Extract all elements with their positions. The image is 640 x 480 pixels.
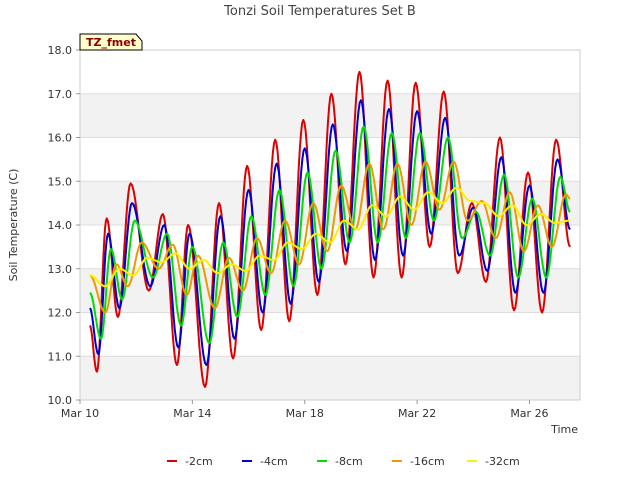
plot-band — [80, 50, 580, 94]
plot-band — [80, 356, 580, 400]
legend: -2cm -4cm -8cm -16cm -32cm — [167, 455, 520, 468]
x-tick-label: Mar 18 — [286, 407, 324, 420]
tz-annotation-box — [79, 33, 143, 51]
plot-band — [80, 268, 580, 313]
y-tick-label: 15.0 — [48, 175, 73, 188]
tz-annotation: TZ_fmet — [79, 33, 143, 51]
y-tick-label: 18.0 — [48, 44, 73, 57]
legend-label: -4cm — [260, 455, 288, 468]
series-line-2cm — [89, 70, 572, 388]
y-tick-label: 10.0 — [48, 394, 73, 407]
y-tick-label: 16.0 — [48, 132, 73, 145]
y-tick-label: 11.0 — [48, 350, 73, 363]
x-tick-label: Mar 14 — [173, 407, 211, 420]
series-line-4cm — [89, 99, 571, 366]
y-tick-label: 14.0 — [48, 219, 73, 232]
legend-label: -2cm — [185, 455, 213, 468]
x-axis-label: Time — [550, 423, 578, 436]
legend-label: -16cm — [410, 455, 445, 468]
x-axis-ticks: Mar 10 Mar 14 Mar 18 Mar 22 Mar 26 — [61, 400, 549, 420]
plot-band — [80, 312, 580, 357]
y-axis-ticks: 10.0 11.0 12.0 13.0 14.0 15.0 16.0 17.0 18.0 — [48, 44, 80, 407]
series-lines — [89, 70, 572, 388]
y-tick-label: 17.0 — [48, 88, 73, 101]
y-tick-label: 12.0 — [48, 307, 73, 320]
x-tick-label: Mar 26 — [510, 407, 548, 420]
y-tick-label: 13.0 — [48, 263, 73, 276]
chart-title: Tonzi Soil Temperatures Set B — [223, 4, 416, 19]
x-tick-label: Mar 22 — [398, 407, 436, 420]
legend-label: -32cm — [485, 455, 520, 468]
tz-annotation-label: TZ_fmet — [86, 36, 136, 49]
legend-label: -8cm — [335, 455, 363, 468]
series-line-8cm — [89, 125, 571, 345]
y-axis-label: Soil Temperature (C) — [7, 169, 20, 282]
series-line-32cm — [89, 186, 571, 288]
series-line-16cm — [89, 160, 571, 314]
x-tick-label: Mar 10 — [61, 407, 99, 420]
